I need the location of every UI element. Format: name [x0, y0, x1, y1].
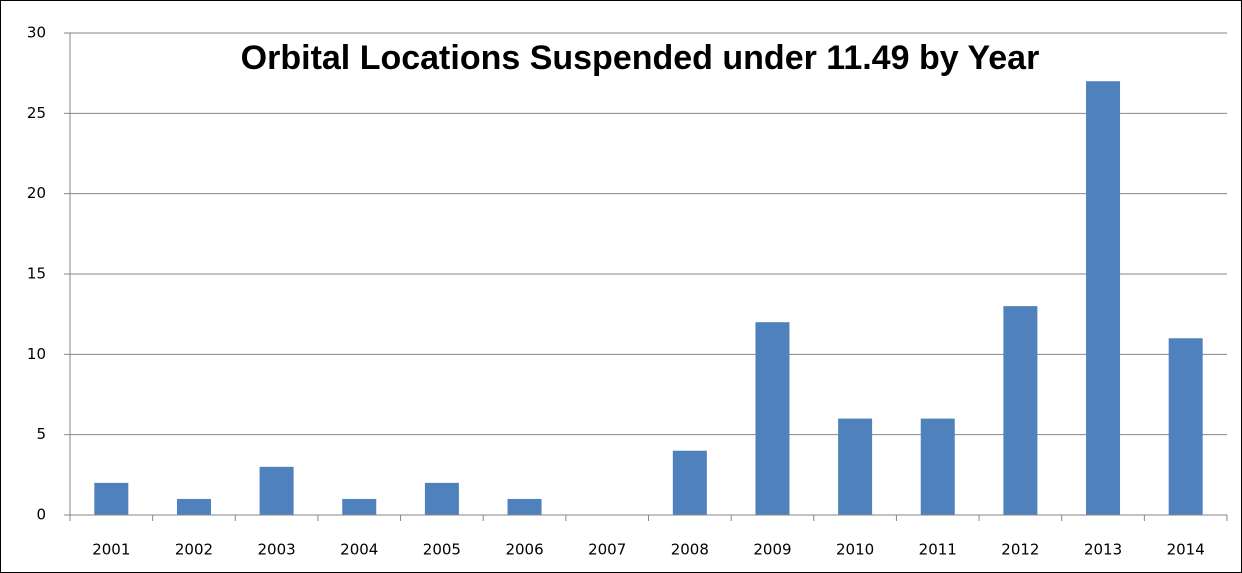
bar [176, 498, 211, 515]
y-tick-label: 0 [36, 506, 46, 524]
x-tick-label: 2005 [423, 541, 461, 559]
x-tick-label: 2008 [671, 541, 709, 559]
y-tick-label: 10 [27, 345, 46, 363]
bar [259, 466, 294, 515]
bar [755, 322, 790, 515]
y-tick-label: 20 [27, 184, 46, 202]
x-tick-label: 2004 [340, 541, 378, 559]
x-tick-label: 2002 [175, 541, 213, 559]
y-tick-label: 30 [27, 24, 46, 42]
x-tick-label: 2001 [92, 541, 130, 559]
bar [424, 482, 459, 515]
bar [838, 418, 873, 515]
bar [1086, 81, 1121, 515]
bar [1168, 338, 1203, 515]
bar [342, 498, 377, 515]
x-tick-label: 2010 [836, 541, 874, 559]
bar [920, 418, 955, 515]
y-tick-label: 25 [27, 104, 46, 122]
bar [94, 482, 129, 515]
x-tick-label: 2012 [1001, 541, 1039, 559]
x-tick-label: 2013 [1084, 541, 1122, 559]
bar [1003, 306, 1038, 515]
x-tick-label: 2014 [1167, 541, 1205, 559]
y-tick-label: 5 [36, 425, 46, 443]
x-tick-label: 2009 [753, 541, 791, 559]
bar [507, 498, 542, 515]
bar [672, 450, 707, 515]
y-tick-label: 15 [27, 265, 46, 283]
x-tick-label: 2003 [258, 541, 296, 559]
x-tick-label: 2011 [919, 541, 957, 559]
x-tick-label: 2006 [505, 541, 543, 559]
chart-title: Orbital Locations Suspended under 11.49 … [241, 39, 1040, 77]
x-tick-label: 2007 [588, 541, 626, 559]
